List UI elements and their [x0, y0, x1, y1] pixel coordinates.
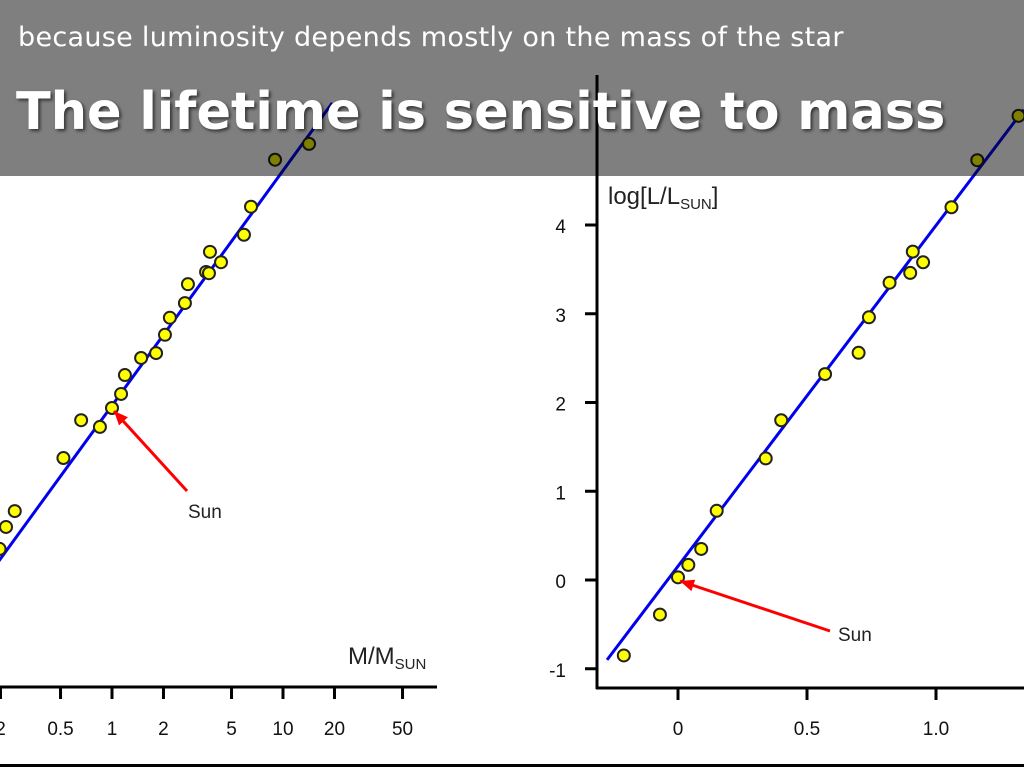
left-sun-label: Sun	[188, 502, 222, 523]
title-banner	[0, 0, 1024, 176]
right-y-tick-label: 2	[555, 395, 566, 416]
right-sun-arrow-head	[680, 579, 696, 592]
right-data-point	[818, 367, 833, 382]
slide-title: The lifetime is sensitive to mass	[16, 82, 946, 142]
slide-subtitle: because luminosity depends mostly on the…	[18, 22, 844, 53]
bottom-divider	[0, 764, 1024, 767]
right-data-point	[861, 310, 876, 325]
left-x-tick-label: 0.5	[47, 719, 73, 740]
right-data-point	[616, 648, 631, 663]
left-sun-arrow	[112, 409, 189, 493]
right-y-tick-label: 1	[555, 483, 566, 504]
right-sun-arrow	[679, 579, 831, 633]
left-data-point	[214, 255, 229, 270]
left-x-tick-label: 10	[272, 719, 293, 740]
left-x-tick-label: 2	[0, 719, 6, 740]
right-y-tick-label: -1	[549, 661, 566, 682]
left-data-point	[117, 368, 132, 383]
left-data-point	[134, 350, 149, 365]
left-chart-mass-log: 2 0.5 1 2 5 10 20 50	[0, 102, 437, 740]
right-x-tick-label: 1.0	[923, 719, 949, 740]
left-data-point	[157, 327, 172, 342]
left-data-point	[162, 310, 177, 325]
left-data-point	[74, 413, 89, 428]
right-data-point	[851, 345, 866, 360]
right-chart-log-mass: -1 0 1 2 3 4 0 0.5 1.0	[549, 75, 1024, 740]
left-data-point	[56, 451, 71, 466]
left-data-point	[0, 519, 14, 534]
right-sun-label: Sun	[838, 625, 872, 646]
left-x-tick-label: 1	[107, 719, 118, 740]
right-data-point	[903, 265, 918, 280]
left-x-axis-title: M/MSUN	[348, 643, 426, 673]
right-y-axis-title: log[L/LSUN]	[608, 183, 718, 213]
left-data-point	[92, 419, 107, 434]
left-data-point	[180, 277, 195, 292]
left-data-point	[177, 296, 192, 311]
left-data-point	[114, 386, 129, 401]
right-y-tick-label: 4	[555, 217, 566, 238]
right-data-point	[709, 503, 724, 518]
right-data-point	[694, 541, 709, 556]
left-sun-arrow-head	[114, 411, 128, 426]
right-data-point	[758, 451, 773, 466]
left-data-point	[244, 199, 259, 214]
right-x-tick-label: 0	[673, 719, 684, 740]
right-y-tick-label: 3	[555, 306, 566, 327]
right-data-point	[944, 200, 959, 215]
right-data-point	[882, 275, 897, 290]
left-data-point	[7, 504, 22, 519]
right-data-point	[652, 607, 667, 622]
right-data-point	[916, 255, 931, 270]
right-y-tick-label: 0	[555, 572, 566, 593]
left-x-tick-label: 2	[158, 719, 169, 740]
left-data-point	[236, 227, 251, 242]
left-data-point	[149, 346, 164, 361]
right-data-point	[774, 413, 789, 428]
left-data-point	[202, 244, 217, 259]
left-data-point	[0, 541, 7, 556]
right-x-tick-label: 0.5	[794, 719, 820, 740]
left-x-tick-label: 50	[392, 719, 413, 740]
right-data-point	[681, 557, 696, 572]
left-x-tick-label: 5	[226, 719, 237, 740]
left-x-tick-label: 20	[324, 719, 345, 740]
left-data-point	[201, 266, 216, 281]
right-data-point	[905, 244, 920, 259]
